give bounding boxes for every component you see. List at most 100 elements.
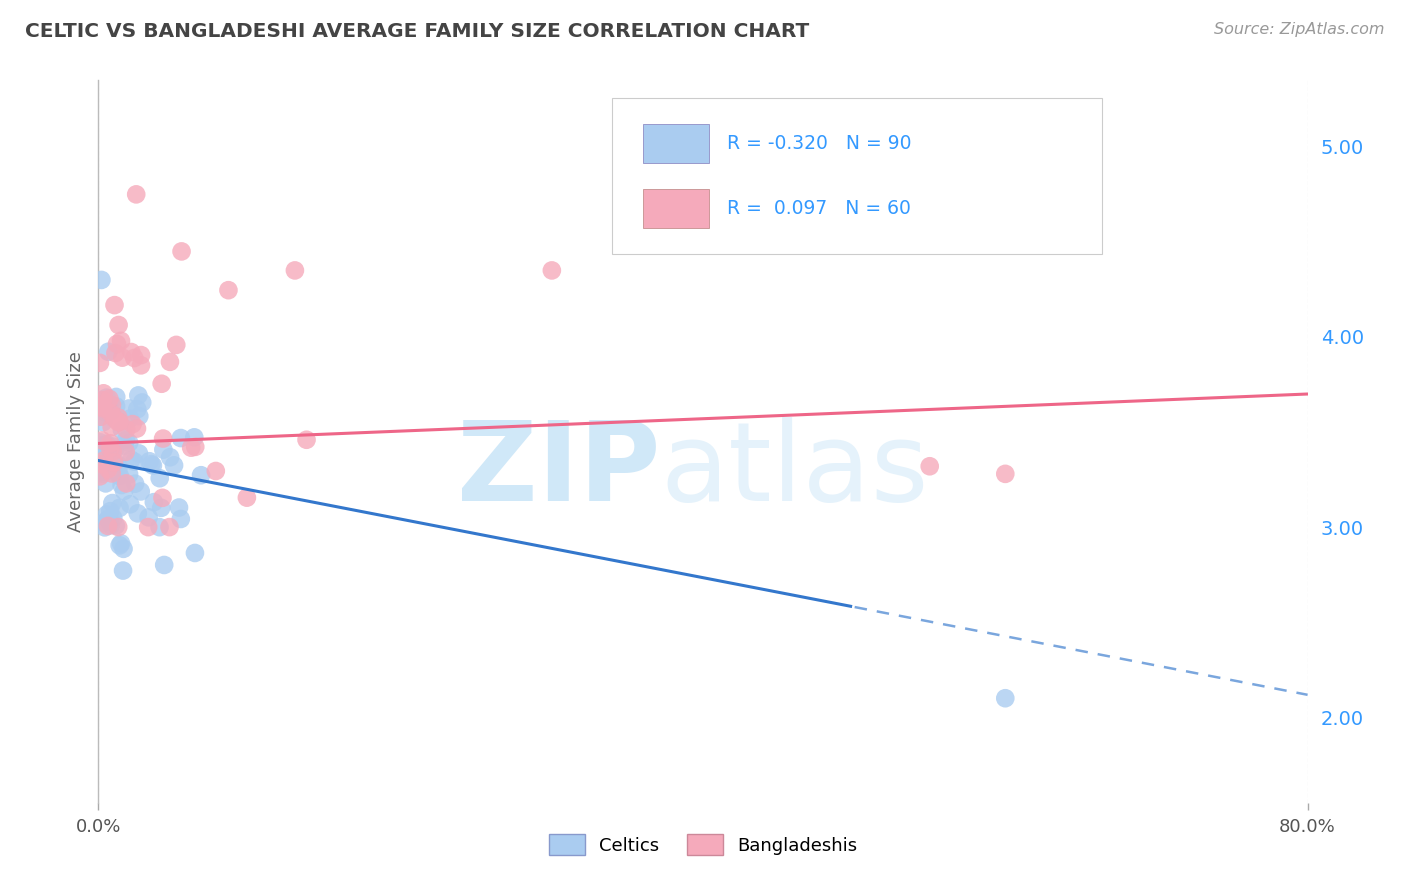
Text: R = -0.320   N = 90: R = -0.320 N = 90	[727, 134, 911, 153]
Point	[89, 393, 111, 408]
Point	[142, 495, 165, 509]
Point	[101, 444, 124, 458]
Point	[101, 440, 124, 454]
Point	[127, 388, 149, 402]
Point	[111, 351, 134, 365]
Point	[104, 346, 127, 360]
Point	[91, 461, 114, 475]
Point	[89, 444, 111, 458]
Point	[94, 462, 117, 476]
Point	[295, 433, 318, 447]
Point	[159, 450, 181, 465]
Point	[93, 450, 115, 465]
Point	[204, 464, 226, 478]
Point	[104, 442, 127, 457]
Point	[110, 536, 132, 550]
Point	[89, 457, 111, 471]
Point	[91, 434, 114, 448]
Point	[107, 410, 129, 425]
Point	[90, 438, 112, 452]
Point	[114, 445, 136, 459]
Point	[138, 454, 160, 468]
Point	[236, 491, 259, 505]
Point	[124, 476, 146, 491]
Point	[91, 415, 114, 429]
Point	[103, 456, 125, 470]
Point	[170, 512, 193, 526]
Point	[120, 452, 142, 467]
Point	[91, 393, 114, 408]
Point	[97, 512, 120, 526]
Point	[105, 464, 128, 478]
Point	[141, 457, 163, 471]
Point	[108, 468, 131, 483]
Point	[107, 415, 129, 429]
Point	[159, 520, 181, 534]
Y-axis label: Average Family Size: Average Family Size	[66, 351, 84, 532]
Point	[97, 462, 120, 476]
Point	[89, 435, 111, 450]
Point	[93, 386, 115, 401]
Point	[125, 421, 148, 435]
Point	[150, 376, 173, 391]
Point	[540, 263, 562, 277]
Point	[150, 500, 173, 515]
Point	[94, 406, 117, 420]
Point	[107, 318, 129, 332]
Point	[97, 344, 120, 359]
Point	[184, 546, 207, 560]
Point	[118, 435, 141, 450]
Point	[103, 298, 125, 312]
Point	[89, 469, 111, 483]
Point	[100, 404, 122, 418]
Point	[101, 496, 124, 510]
Point	[98, 441, 121, 455]
Point	[138, 510, 160, 524]
Point	[107, 520, 129, 534]
Point	[97, 449, 120, 463]
Point	[89, 409, 111, 424]
Point	[170, 431, 193, 445]
Point	[112, 541, 135, 556]
Point	[100, 420, 122, 434]
Point	[107, 458, 129, 472]
Point	[93, 453, 115, 467]
Point	[152, 442, 174, 457]
Point	[994, 467, 1017, 481]
Point	[89, 400, 111, 414]
Point	[103, 511, 125, 525]
Point	[101, 398, 124, 412]
Point	[111, 423, 134, 437]
Point	[120, 497, 142, 511]
Point	[118, 467, 141, 482]
Point	[128, 446, 150, 460]
Point	[149, 471, 172, 485]
Point	[167, 500, 190, 515]
Point	[89, 356, 111, 370]
FancyBboxPatch shape	[613, 98, 1102, 253]
Point	[110, 478, 132, 492]
Point	[115, 476, 138, 491]
Point	[153, 558, 176, 572]
Point	[94, 476, 117, 491]
Point	[98, 442, 121, 456]
Point	[165, 338, 187, 352]
Point	[89, 465, 111, 479]
Point	[105, 390, 128, 404]
Point	[124, 455, 146, 469]
Point	[170, 244, 193, 259]
Point	[159, 355, 181, 369]
Point	[108, 469, 131, 483]
Point	[115, 433, 138, 447]
Point	[90, 273, 112, 287]
Text: ZIP: ZIP	[457, 417, 661, 524]
Bar	[643, 189, 709, 228]
Point	[96, 508, 118, 522]
Point	[129, 484, 152, 499]
Point	[127, 507, 149, 521]
Point	[98, 392, 121, 406]
Point	[125, 187, 148, 202]
Point	[110, 334, 132, 348]
Text: CELTIC VS BANGLADESHI AVERAGE FAMILY SIZE CORRELATION CHART: CELTIC VS BANGLADESHI AVERAGE FAMILY SIZ…	[25, 22, 810, 41]
Point	[152, 432, 174, 446]
